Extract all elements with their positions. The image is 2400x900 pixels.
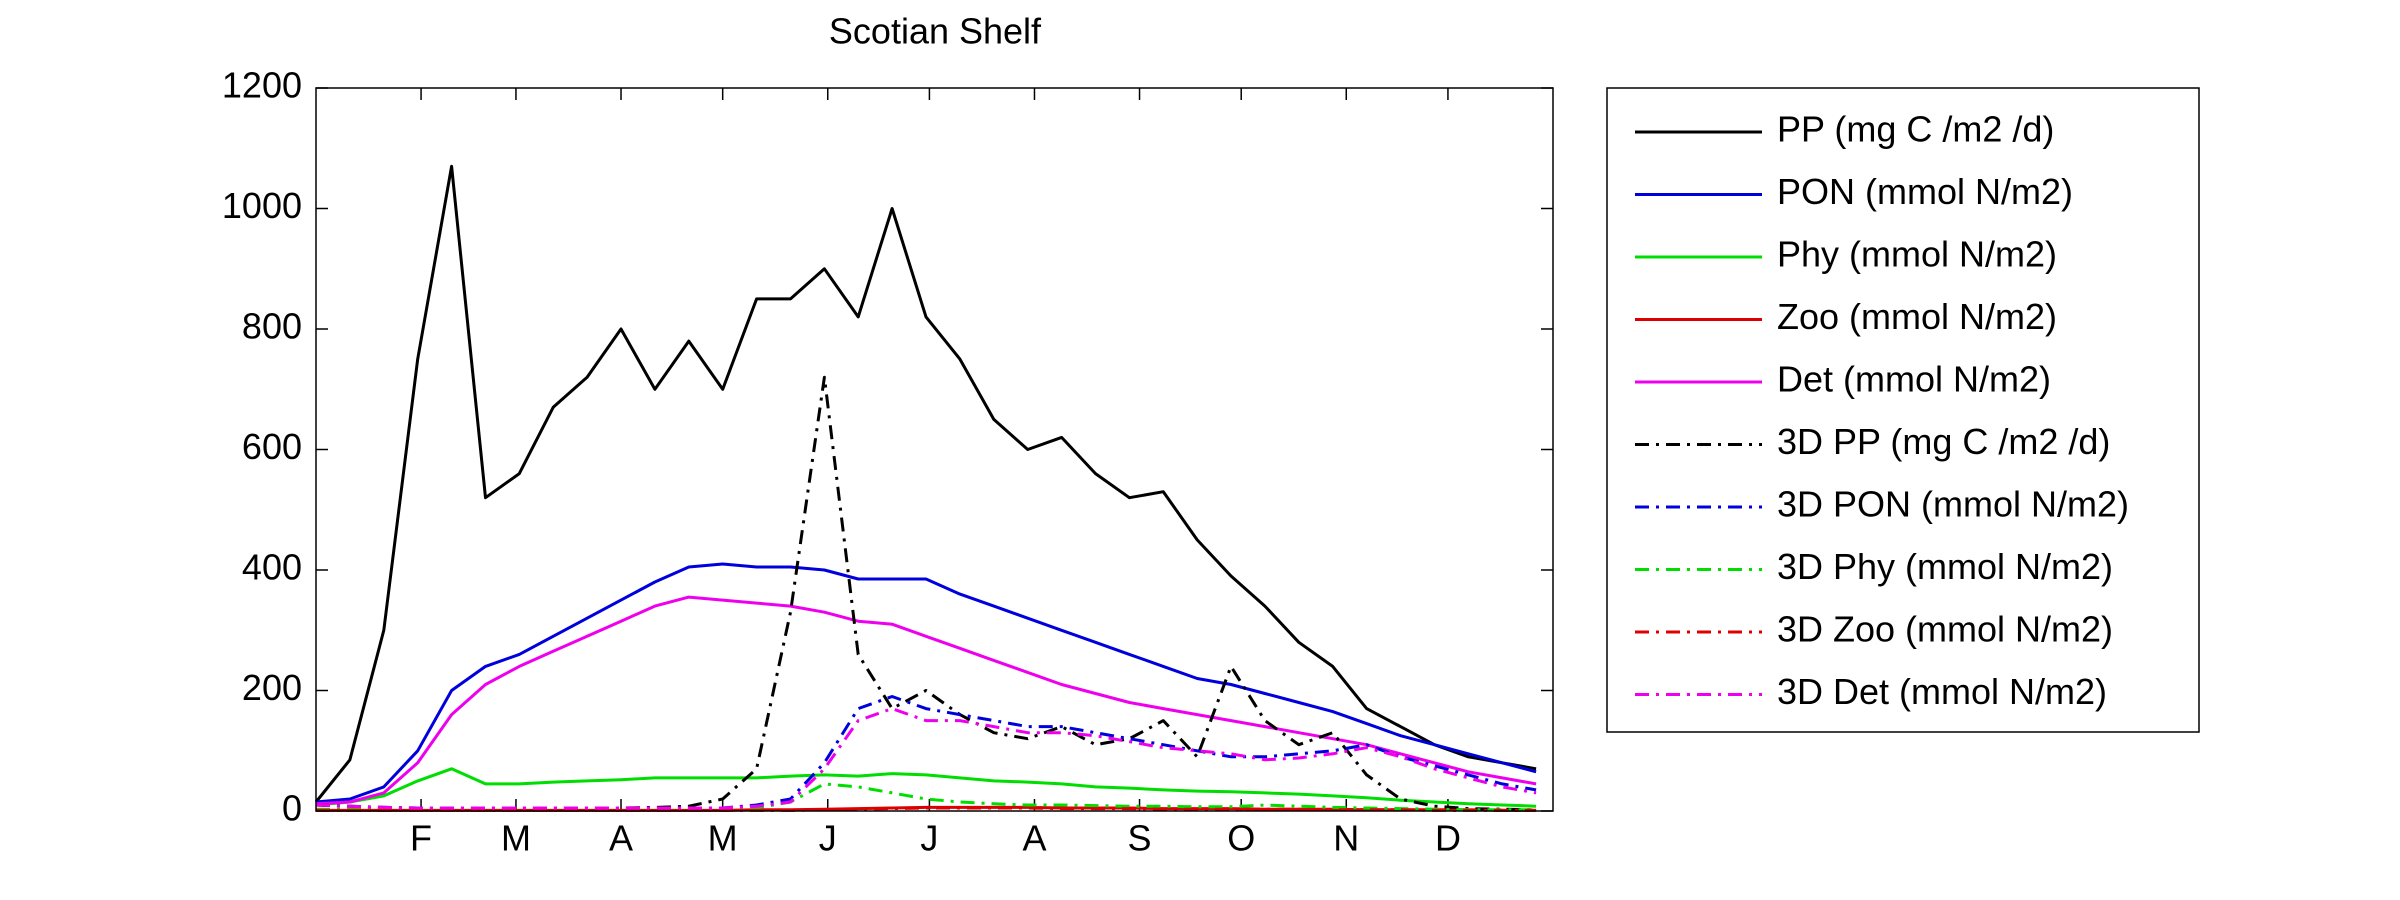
x-tick-label: D — [1435, 818, 1461, 859]
x-tick-label: O — [1227, 818, 1255, 859]
plot-area — [316, 88, 1553, 811]
y-tick-label: 400 — [242, 547, 302, 588]
series-line — [316, 782, 1537, 812]
x-tick-label: M — [501, 818, 531, 859]
series-line — [314, 164, 1537, 803]
x-tick-label: J — [819, 818, 837, 859]
x-tick-label: F — [410, 818, 432, 859]
legend-label: 3D Zoo (mmol N/m2) — [1777, 609, 2113, 650]
series-line — [315, 562, 1537, 804]
legend-label: Zoo (mmol N/m2) — [1777, 296, 2057, 337]
legend-label: PON (mmol N/m2) — [1777, 171, 2073, 212]
plot-frame — [315, 87, 1554, 812]
chart-title: Scotian Shelf — [829, 11, 1042, 52]
series-line — [315, 375, 1537, 812]
x-tick-label: A — [1022, 818, 1046, 859]
y-tick-label: 800 — [242, 306, 302, 347]
x-tick-label: M — [708, 818, 738, 859]
y-tick-label: 200 — [242, 667, 302, 708]
legend-label: 3D Det (mmol N/m2) — [1777, 671, 2107, 712]
legend-label: Phy (mmol N/m2) — [1777, 234, 2057, 275]
legend-label: Det (mmol N/m2) — [1777, 359, 2051, 400]
series-line — [316, 806, 1537, 812]
legend-label: 3D Phy (mmol N/m2) — [1777, 546, 2113, 587]
y-tick-label: 600 — [242, 426, 302, 467]
series-line — [315, 707, 1537, 810]
series-line — [315, 767, 1537, 808]
legend-label: 3D PP (mg C /m2 /d) — [1777, 421, 2110, 462]
series-line — [315, 695, 1537, 810]
x-tick-label: A — [609, 818, 633, 859]
y-tick-label: 1000 — [222, 185, 302, 226]
x-tick-label: S — [1128, 818, 1152, 859]
y-tick-label: 0 — [282, 788, 302, 829]
x-tick-label: N — [1333, 818, 1359, 859]
x-tick-label: J — [920, 818, 938, 859]
series-line — [315, 595, 1537, 806]
legend-label: PP (mg C /m2 /d) — [1777, 109, 2054, 150]
legend-label: 3D PON (mmol N/m2) — [1777, 484, 2129, 525]
y-tick-label: 1200 — [222, 65, 302, 106]
